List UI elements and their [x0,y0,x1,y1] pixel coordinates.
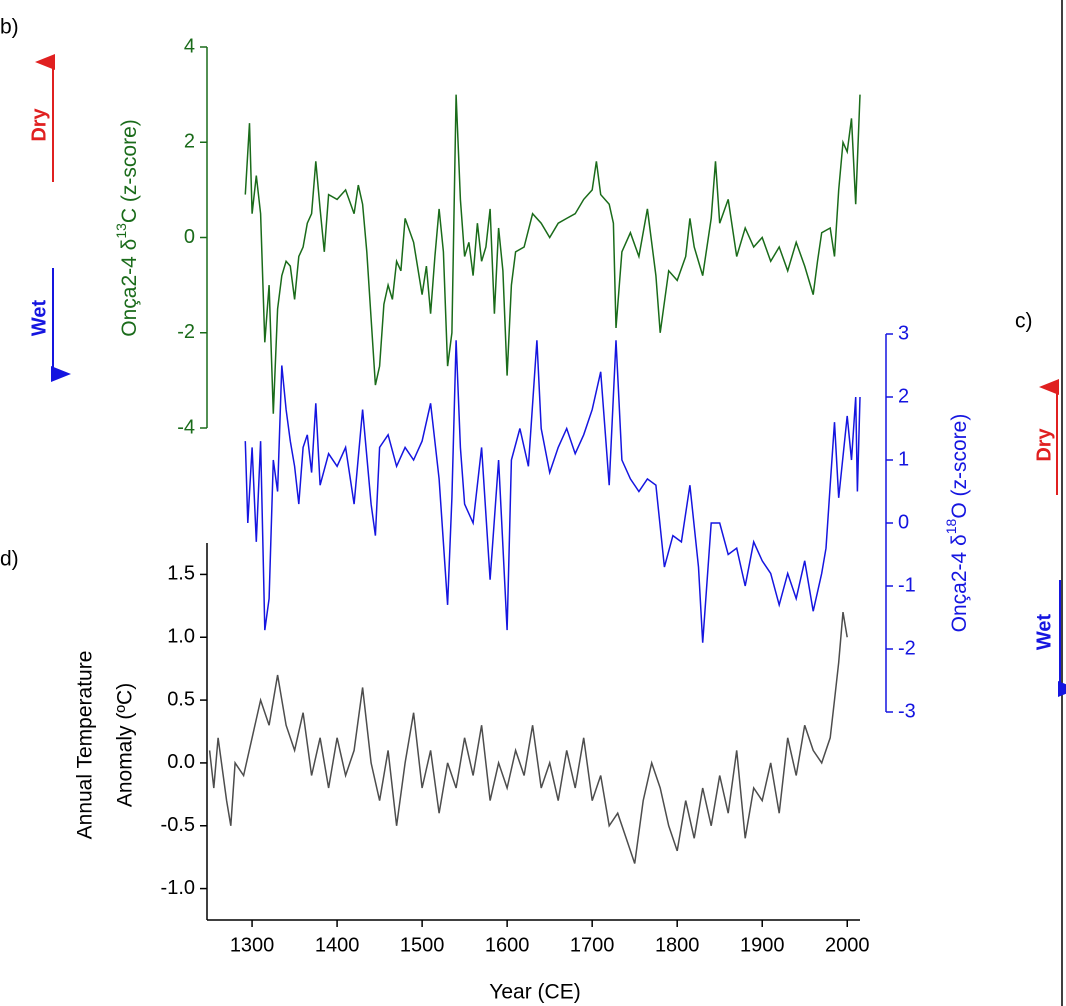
wet-label: Wet [28,300,50,337]
panel-label: b) [0,16,19,39]
x-tick-label: 2000 [825,934,870,956]
y-tick-label: 3 [898,322,909,344]
y-tick-label: -2 [177,321,195,343]
y2-axis-label: Onça2-4 δ18O (z-score) [943,414,971,633]
dry-label: Dry [28,107,50,141]
y-tick-label: 0.0 [167,751,195,773]
y-tick-label: -1.0 [161,877,195,899]
data-line [208,611,848,864]
y-tick-label: 1.5 [167,563,195,585]
y-tick-label: 0 [898,511,909,533]
y-axis-label: Annual Temperature [74,651,97,840]
y-tick-label: -2 [898,637,916,659]
label-part: Onça2-4 δ [118,239,141,337]
dry-label: Dry [1033,427,1055,461]
y-tick-label: -0.5 [161,814,195,836]
data-line [244,94,861,414]
x-tick-label: 1700 [570,934,615,956]
x-tick-label: 1600 [485,934,530,956]
y-tick-label: 1.0 [167,626,195,648]
x-tick-label: 1400 [315,934,360,956]
panel-label: d) [0,548,19,571]
label-sup: 18 [943,518,959,534]
x-tick-label: 1800 [655,934,700,956]
label-part: Onça2-4 δ [948,534,971,632]
y-tick-label: 0.5 [167,688,195,710]
y-tick-label: 2 [898,385,909,407]
y-tick-label: 1 [898,448,909,470]
panel-label: c) [1015,310,1033,333]
label-part: O (z-score) [948,414,971,519]
y-tick-label: -3 [898,700,916,722]
y-tick-label: 4 [184,35,195,57]
wet-label: Wet [1033,614,1055,651]
y-tick-label: -1 [898,574,916,596]
label-part: C (z-score) [118,119,141,223]
y-axis-label: Anomaly (ºC) [114,683,137,807]
label-sup: 13 [113,223,129,239]
y-tick-label: 0 [184,226,195,248]
y-axis-label: Onça2-4 δ13C (z-score) [113,119,141,337]
y-tick-label: -4 [177,416,195,438]
x-tick-label: 1300 [230,934,275,956]
x-tick-label: 1900 [740,934,785,956]
x-tick-label: 1500 [400,934,445,956]
y-tick-label: 2 [184,131,195,153]
x-axis-label: Year (CE) [489,981,580,1004]
data-line [244,340,861,643]
